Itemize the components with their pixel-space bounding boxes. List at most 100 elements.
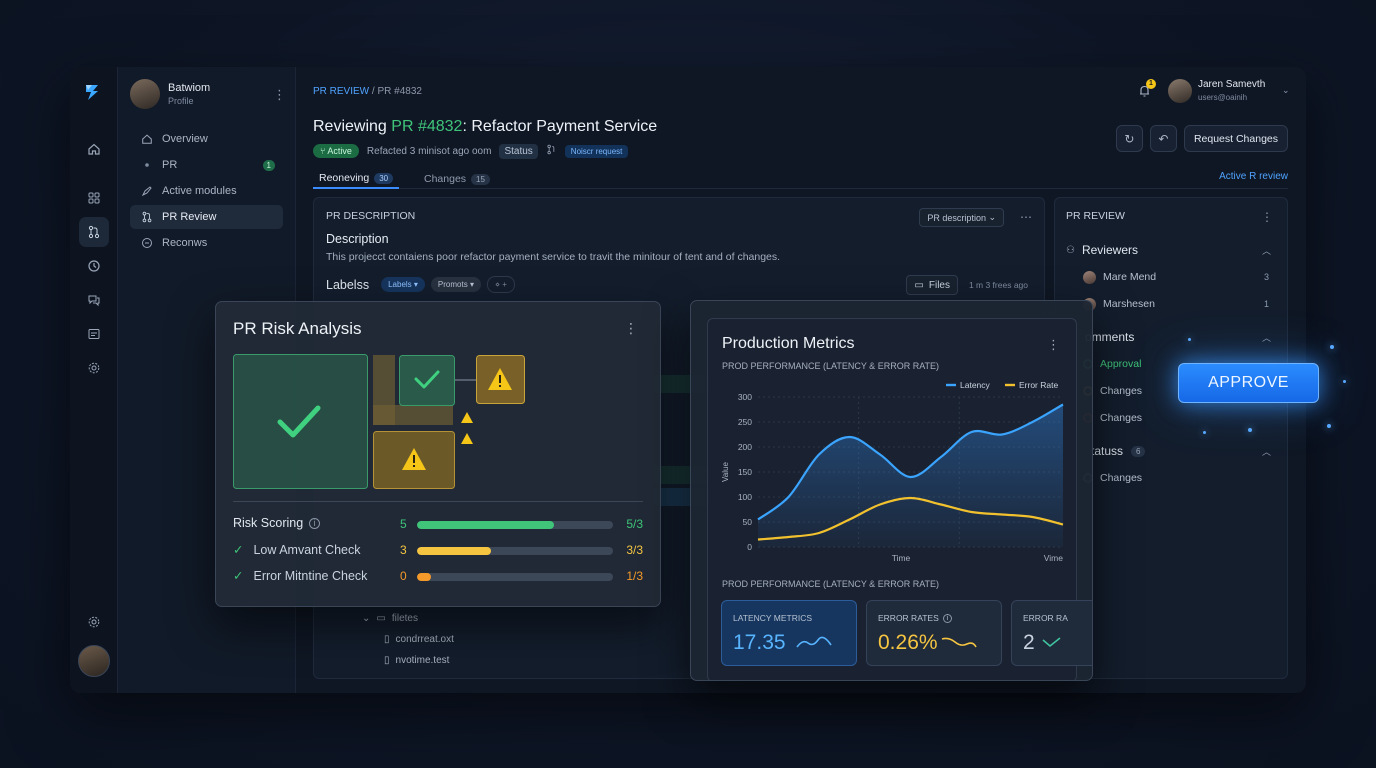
- sidebar-item-overview[interactable]: Overview: [130, 127, 283, 151]
- card-header: PR REVIEW: [1066, 210, 1125, 222]
- tab-reviewing[interactable]: Reoneving 30: [313, 169, 400, 189]
- app-logo-icon: [86, 85, 98, 100]
- approve-button[interactable]: APPROVE: [1178, 363, 1319, 403]
- sidebar-item-reconws[interactable]: Reconws: [130, 231, 283, 255]
- risk-label: ✓ Error Mitntine Check: [233, 568, 368, 584]
- pull-request-icon: [140, 211, 154, 223]
- gear-icon[interactable]: [79, 607, 109, 637]
- profile-header[interactable]: Batwiom Profile ⋮: [130, 79, 286, 109]
- labels-row: Labelss Labels ▾ Promots ▾ ⋄ +: [326, 276, 515, 293]
- risk-progress-fill: [417, 573, 431, 581]
- avatar[interactable]: [78, 645, 110, 677]
- comments-section[interactable]: omments ︿: [1085, 328, 1271, 346]
- file-icon: ▯: [384, 634, 390, 645]
- sidebar-item-label: Overview: [162, 133, 208, 145]
- undo-button[interactable]: ↶: [1149, 125, 1177, 152]
- card-header: PR DESCRIPTION: [326, 210, 416, 222]
- x-axis-end-label: Vime: [1044, 553, 1063, 563]
- y-tick-label: 150: [738, 467, 752, 477]
- profile-avatar: [130, 79, 160, 109]
- settings-icon[interactable]: [79, 353, 109, 383]
- reviewer-row[interactable]: Marshesen 1: [1083, 295, 1269, 313]
- reviewer-row[interactable]: Mare Mend 3: [1083, 268, 1269, 286]
- x-axis-label: Time: [892, 553, 911, 563]
- tile-title: LATENCY METRICS: [733, 613, 813, 623]
- user-name: Jaren Samevth: [1198, 79, 1266, 90]
- inbox-icon[interactable]: [79, 319, 109, 349]
- title-suffix: : Refactor Payment Service: [462, 118, 658, 135]
- files-button[interactable]: ▭ Files: [906, 275, 958, 295]
- sidebar-item-active-modules[interactable]: Active modules: [130, 179, 283, 203]
- risk-progress-fill: [417, 547, 492, 555]
- chart-subtitle: PROD PERFORMANCE (LATENCY & ERROR RATE): [722, 361, 940, 371]
- glow-particle: [1188, 338, 1191, 341]
- title-pr-number[interactable]: PR #4832: [391, 118, 463, 135]
- add-label-chip[interactable]: ⋄ +: [486, 276, 515, 293]
- chevron-down-icon[interactable]: ⌄: [1282, 85, 1290, 95]
- meta-text: Refacted 3 minisot ago oom: [366, 145, 492, 157]
- tab-label: Changes: [424, 173, 467, 185]
- breadcrumb-separator: /: [371, 86, 375, 97]
- refresh-icon: ↻: [1124, 131, 1135, 146]
- status-label: Changes: [1100, 472, 1143, 484]
- users-icon: ⚇: [1066, 244, 1075, 256]
- clock-icon[interactable]: [79, 251, 109, 281]
- metric-tile-error-rates[interactable]: ERROR RATES i 0.26%: [866, 600, 1002, 666]
- risk-fraction: 3/3: [626, 543, 643, 557]
- chat-icon[interactable]: [79, 285, 109, 315]
- sidebar-item-pr-review[interactable]: PR Review: [130, 205, 283, 229]
- more-vertical-icon[interactable]: ⋮: [273, 87, 286, 102]
- reviewer-count: 1: [1263, 299, 1269, 309]
- comment-label: Changes: [1100, 385, 1143, 397]
- request-chip[interactable]: Noiscr request: [564, 144, 629, 158]
- more-vertical-icon[interactable]: ⋮: [1047, 337, 1060, 352]
- metric-tile-error-rate-2[interactable]: ERROR RA 2: [1011, 600, 1092, 666]
- y-tick-label: 50: [743, 517, 753, 527]
- refresh-button[interactable]: ↻: [1115, 125, 1143, 152]
- more-vertical-icon[interactable]: ⋮: [624, 320, 638, 336]
- tile-value: 17.35: [733, 631, 786, 654]
- breadcrumb-link[interactable]: PR REVIEW: [313, 86, 370, 97]
- section-title: tatuss: [1091, 444, 1124, 458]
- info-icon[interactable]: i: [309, 517, 321, 529]
- status-chip[interactable]: Status: [499, 143, 538, 159]
- tab-badge: 15: [471, 173, 490, 185]
- status-badge: ⑂ Active: [313, 144, 359, 158]
- tree-file[interactable]: ▯ nvotime.test: [384, 655, 450, 666]
- user-avatar[interactable]: [1168, 79, 1192, 103]
- chevron-up-icon: ︿: [1261, 446, 1271, 457]
- status-section[interactable]: tatuss 6 ︿: [1091, 442, 1271, 460]
- series-line-error-rate: [757, 496, 1064, 541]
- risk-matrix: [233, 354, 525, 489]
- risk-progress: [417, 547, 613, 555]
- label-chip[interactable]: Labels ▾: [381, 277, 425, 292]
- y-tick-label: 200: [738, 442, 752, 452]
- sidebar-item-pr[interactable]: PR 1: [130, 153, 283, 177]
- more-vertical-icon[interactable]: ⋮: [1261, 210, 1273, 224]
- metric-tile-latency[interactable]: LATENCY METRICS 17.35: [721, 600, 857, 666]
- tab-changes[interactable]: Changes 15: [424, 169, 490, 189]
- pull-request-icon[interactable]: [79, 217, 109, 247]
- chevron-up-icon: ︿: [1261, 245, 1271, 256]
- merge-icon: [546, 144, 557, 158]
- bell-icon[interactable]: 1: [1138, 79, 1156, 103]
- reviewer-count: 3: [1263, 272, 1269, 282]
- glow-particle: [1203, 431, 1206, 434]
- label-chip[interactable]: Promots ▾: [430, 277, 481, 292]
- home-icon[interactable]: [79, 134, 109, 164]
- more-horizontal-icon[interactable]: ⋯: [1020, 210, 1032, 224]
- grid-icon[interactable]: [79, 183, 109, 213]
- reviewer-name: Mare Mend: [1103, 271, 1157, 283]
- description-select[interactable]: PR description ⌄: [919, 208, 1004, 227]
- status-row[interactable]: Changes: [1083, 469, 1269, 487]
- tree-file[interactable]: ▯ condrreat.oxt: [384, 634, 454, 645]
- comment-row[interactable]: Changes: [1083, 409, 1269, 427]
- active-review-link[interactable]: Active R review: [1219, 171, 1288, 182]
- glow-particle: [1343, 380, 1346, 383]
- reviewers-section[interactable]: ⚇ Reviewers ︿: [1066, 241, 1271, 259]
- tree-folder[interactable]: ⌄ ▭ filetes: [362, 613, 418, 624]
- risk-scoring-title: Risk Scoring i: [233, 516, 321, 530]
- section-count: 6: [1131, 445, 1146, 457]
- risk-row: ✓ Low Amvant Check 3 3/3: [233, 542, 643, 560]
- request-changes-button[interactable]: Request Changes: [1183, 125, 1288, 152]
